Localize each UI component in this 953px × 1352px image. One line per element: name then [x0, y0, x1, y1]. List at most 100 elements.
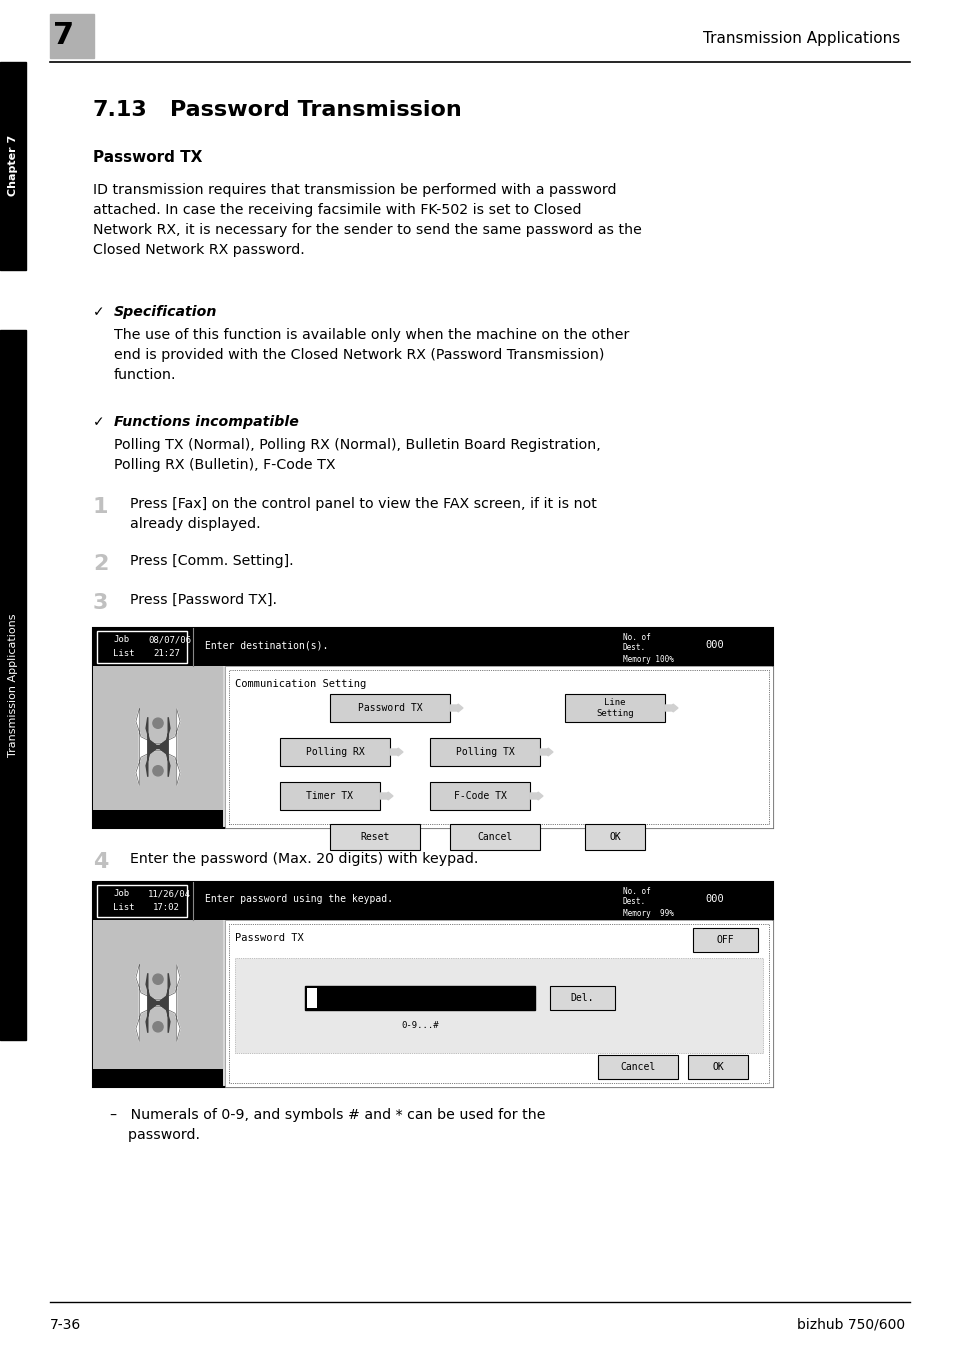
- Bar: [225, 919, 772, 1087]
- Text: List: List: [112, 903, 134, 911]
- Bar: [229, 923, 768, 1083]
- Text: Enter destination(s).: Enter destination(s).: [205, 639, 328, 650]
- Text: 000: 000: [704, 639, 723, 650]
- Text: Password TX: Password TX: [234, 933, 303, 942]
- Text: Memory 100%: Memory 100%: [622, 656, 673, 664]
- Bar: [330, 694, 450, 722]
- Polygon shape: [146, 973, 170, 1033]
- Bar: [307, 988, 316, 1009]
- Bar: [598, 1055, 678, 1079]
- Text: Dest.: Dest.: [622, 644, 645, 653]
- Text: 7-36: 7-36: [50, 1318, 81, 1332]
- FancyArrow shape: [539, 748, 553, 756]
- Text: Transmission Applications: Transmission Applications: [8, 614, 18, 757]
- Text: 7: 7: [53, 22, 74, 50]
- Bar: [92, 882, 772, 919]
- Text: Cancel: Cancel: [619, 1063, 655, 1072]
- Bar: [92, 667, 223, 827]
- Text: Password TX: Password TX: [357, 703, 422, 713]
- Text: Password TX: Password TX: [92, 150, 202, 165]
- Bar: [92, 810, 223, 827]
- Text: OK: OK: [711, 1063, 723, 1072]
- Text: No. of: No. of: [622, 887, 650, 896]
- Bar: [430, 781, 530, 810]
- Bar: [564, 694, 664, 722]
- Bar: [0, 62, 26, 270]
- Text: bizhub 750/600: bizhub 750/600: [796, 1318, 904, 1332]
- Bar: [330, 823, 419, 850]
- Circle shape: [152, 718, 163, 729]
- Text: Reset: Reset: [360, 831, 389, 842]
- Text: 4: 4: [92, 852, 109, 872]
- Bar: [229, 671, 768, 823]
- Bar: [92, 627, 772, 667]
- Bar: [305, 986, 535, 1010]
- Circle shape: [152, 973, 163, 984]
- Text: Line
Setting: Line Setting: [596, 698, 633, 718]
- Text: No. of: No. of: [622, 634, 650, 642]
- Text: 21:27: 21:27: [152, 649, 180, 657]
- Text: 7.13: 7.13: [92, 100, 148, 120]
- Bar: [92, 627, 772, 827]
- Text: ✓: ✓: [92, 306, 105, 319]
- Text: Timer TX: Timer TX: [306, 791, 354, 800]
- Text: 0-9...#: 0-9...#: [401, 1022, 438, 1030]
- Bar: [97, 631, 187, 662]
- Bar: [280, 781, 379, 810]
- Bar: [430, 738, 539, 767]
- Text: OFF: OFF: [716, 936, 733, 945]
- Text: Job: Job: [112, 635, 129, 645]
- Polygon shape: [146, 718, 170, 777]
- Bar: [584, 823, 644, 850]
- Bar: [92, 919, 223, 1087]
- Bar: [280, 738, 390, 767]
- Text: ✓: ✓: [92, 415, 105, 429]
- Text: Press [Comm. Setting].: Press [Comm. Setting].: [130, 554, 294, 568]
- FancyArrow shape: [379, 792, 393, 800]
- Text: Cancel: Cancel: [476, 831, 512, 842]
- Text: Polling RX: Polling RX: [305, 748, 364, 757]
- Text: Transmission Applications: Transmission Applications: [702, 31, 899, 46]
- Text: Press [Fax] on the control panel to view the FAX screen, if it is not
already di: Press [Fax] on the control panel to view…: [130, 498, 597, 531]
- Bar: [0, 330, 26, 1040]
- Text: List: List: [112, 649, 134, 657]
- Text: 1: 1: [92, 498, 109, 516]
- Text: Dest.: Dest.: [622, 898, 645, 906]
- FancyArrow shape: [390, 748, 402, 756]
- Bar: [50, 14, 94, 58]
- Text: 2: 2: [92, 554, 109, 575]
- Circle shape: [152, 765, 163, 776]
- Text: 3: 3: [92, 594, 109, 612]
- Text: –   Numerals of 0-9, and symbols # and * can be used for the
    password.: – Numerals of 0-9, and symbols # and * c…: [110, 1109, 545, 1142]
- Text: 000: 000: [704, 894, 723, 904]
- Text: Polling TX (Normal), Polling RX (Normal), Bulletin Board Registration,
Polling R: Polling TX (Normal), Polling RX (Normal)…: [113, 438, 600, 472]
- Text: Polling TX: Polling TX: [456, 748, 514, 757]
- Bar: [687, 1055, 747, 1079]
- Circle shape: [152, 1022, 163, 1032]
- Text: Job: Job: [112, 890, 129, 899]
- Text: Communication Setting: Communication Setting: [234, 679, 366, 690]
- Bar: [92, 882, 772, 1087]
- Text: ID transmission requires that transmission be performed with a password
attached: ID transmission requires that transmissi…: [92, 183, 641, 257]
- Polygon shape: [135, 708, 180, 786]
- Bar: [234, 959, 762, 1053]
- Bar: [97, 886, 187, 917]
- Text: Enter the password (Max. 20 digits) with keypad.: Enter the password (Max. 20 digits) with…: [130, 852, 477, 867]
- Text: Chapter 7: Chapter 7: [8, 134, 18, 196]
- Text: The use of this function is available only when the machine on the other
end is : The use of this function is available on…: [113, 329, 629, 383]
- FancyArrow shape: [530, 792, 542, 800]
- Text: Functions incompatible: Functions incompatible: [113, 415, 298, 429]
- Polygon shape: [135, 965, 180, 1041]
- Bar: [550, 986, 615, 1010]
- Text: OK: OK: [608, 831, 620, 842]
- FancyArrow shape: [450, 704, 462, 713]
- Bar: [225, 667, 772, 827]
- Text: 17:02: 17:02: [152, 903, 180, 911]
- Bar: [450, 823, 539, 850]
- FancyArrow shape: [664, 704, 678, 713]
- Text: 11/26/04: 11/26/04: [148, 890, 191, 899]
- Text: Specification: Specification: [113, 306, 217, 319]
- Text: Press [Password TX].: Press [Password TX].: [130, 594, 276, 607]
- Bar: [92, 1069, 223, 1087]
- Text: Enter password using the keypad.: Enter password using the keypad.: [205, 894, 393, 904]
